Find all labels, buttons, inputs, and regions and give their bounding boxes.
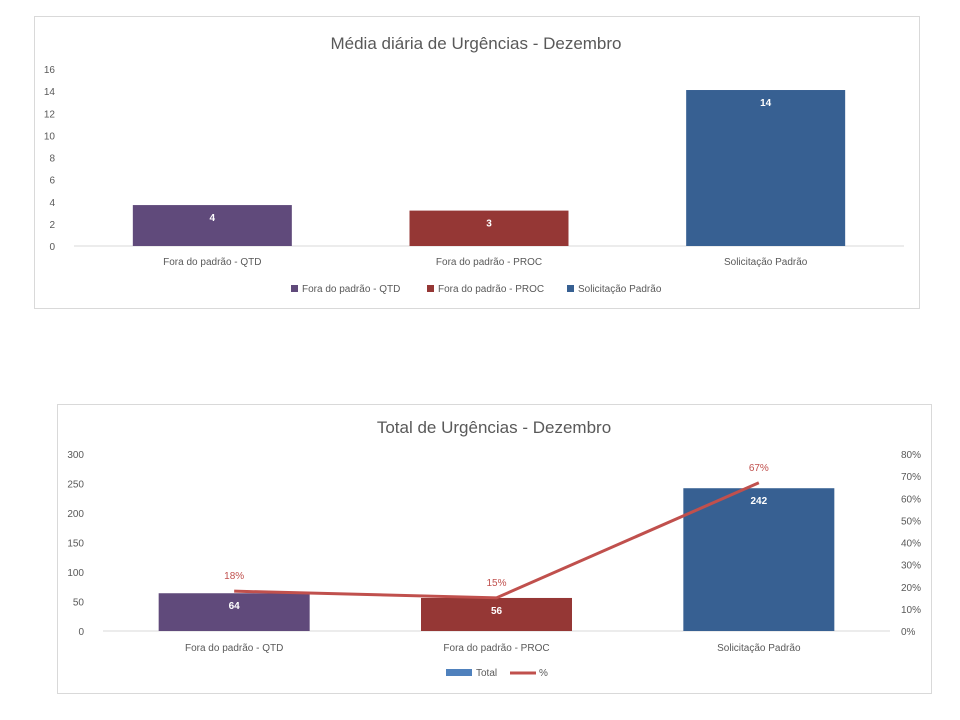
x-tick-label: Solicitação Padrão (717, 643, 801, 654)
y2-tick-label: 50% (901, 516, 921, 527)
y-tick-label: 200 (67, 509, 84, 520)
data-label: 56 (491, 606, 503, 617)
data-label: 242 (750, 496, 767, 507)
y2-tick-label: 40% (901, 539, 921, 550)
y-tick-label: 0 (49, 242, 55, 253)
data-label: 4 (210, 213, 216, 224)
x-tick-label: Fora do padrão - QTD (163, 257, 261, 268)
y-tick-label: 150 (67, 539, 84, 550)
data-label: 64 (229, 601, 241, 612)
legend-label: Fora do padrão - PROC (438, 284, 544, 295)
bar (683, 488, 835, 631)
y-tick-label: 10 (44, 131, 56, 142)
y-tick-label: 6 (49, 176, 55, 187)
y2-tick-label: 0% (901, 627, 916, 638)
legend-label: Solicitação Padrão (578, 284, 662, 295)
chart-total: Total de Urgências - Dezembro 0 50 100 150 2… (57, 404, 932, 694)
percent-line (234, 481, 760, 600)
legend-swatch (567, 285, 574, 292)
bar (132, 205, 292, 246)
y-tick-label: 4 (49, 198, 55, 209)
bar (421, 597, 572, 631)
chart-total-svg: Total de Urgências - Dezembro 0 50 100 150 2… (67, 418, 921, 679)
legend-swatch (446, 669, 472, 676)
y2-tick-label: 60% (901, 494, 921, 505)
y2-tick-label: 30% (901, 561, 921, 572)
y2-tick-label: 20% (901, 583, 921, 594)
y2-tick-label: 10% (901, 605, 921, 616)
y-tick-label: 50 (73, 598, 85, 609)
chart-title: Total de Urgências - Dezembro (377, 418, 611, 437)
y-tick-label: 100 (67, 568, 84, 579)
legend-swatch (291, 285, 298, 292)
percent-label: 18% (224, 571, 244, 582)
percent-label: 67% (749, 463, 769, 474)
bar (409, 210, 569, 246)
chart-title: Média diária de Urgências - Dezembro (330, 34, 621, 53)
legend-label: Total (476, 668, 497, 679)
y-tick-label: 12 (44, 109, 56, 120)
x-tick-label: Fora do padrão - QTD (185, 643, 283, 654)
chart-daily-average-svg: Média diária de Urgências - Dezembro 0 2 4… (44, 34, 904, 295)
y-tick-label: 16 (44, 65, 56, 76)
chart-daily-average: Média diária de Urgências - Dezembro 0 2 4… (34, 16, 920, 309)
legend-swatch (427, 285, 434, 292)
y2-tick-label: 80% (901, 450, 921, 461)
data-label: 14 (760, 98, 772, 109)
y-tick-label: 14 (44, 87, 56, 98)
data-label: 3 (486, 219, 492, 230)
y-tick-label: 2 (49, 220, 55, 231)
y2-tick-label: 70% (901, 472, 921, 483)
y-tick-label: 300 (67, 450, 84, 461)
bar (686, 90, 846, 246)
bar (158, 593, 310, 631)
x-tick-label: Solicitação Padrão (724, 257, 808, 268)
percent-label: 15% (486, 578, 506, 589)
legend-label: % (539, 668, 548, 679)
y-tick-label: 250 (67, 480, 84, 491)
legend-label: Fora do padrão - QTD (302, 284, 400, 295)
x-tick-label: Fora do padrão - PROC (443, 643, 549, 654)
y-tick-label: 0 (78, 627, 84, 638)
x-tick-label: Fora do padrão - PROC (436, 257, 542, 268)
y-tick-label: 8 (49, 154, 55, 165)
